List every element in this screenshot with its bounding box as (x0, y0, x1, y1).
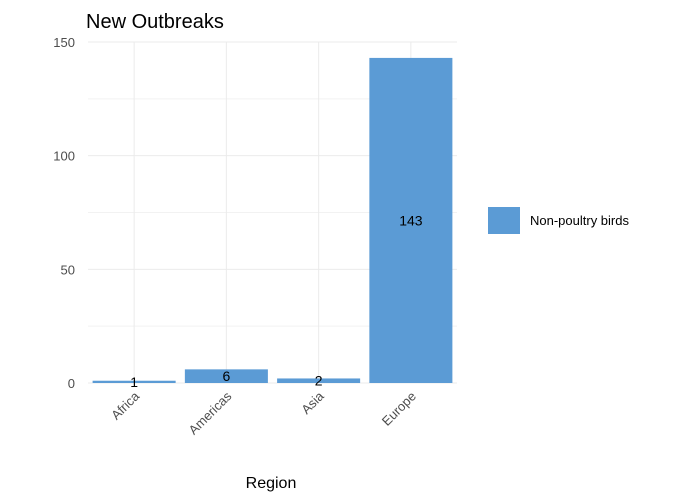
y-tick-label: 150 (53, 35, 75, 50)
x-tick-label-europe: Europe (379, 389, 419, 429)
y-tick-label: 50 (61, 262, 75, 277)
x-tick-label-americas: Americas (186, 388, 235, 437)
legend: Non-poultry birds (488, 207, 629, 234)
legend-label-non-poultry-birds: Non-poultry birds (530, 213, 629, 228)
bars (92, 57, 453, 384)
bar-asia (277, 378, 361, 383)
bar-africa (92, 380, 176, 383)
data-labels: 1 6 2 143 (130, 212, 423, 389)
data-label-americas: 6 (222, 368, 230, 384)
x-axis-title: Region (246, 475, 297, 492)
y-axis-ticks: 0 50 100 150 (53, 35, 75, 391)
bar-europe (369, 57, 453, 384)
chart-title: New Outbreaks (86, 11, 224, 33)
legend-swatch-non-poultry-birds (488, 207, 520, 234)
y-tick-label: 0 (68, 376, 75, 391)
bar-americas (184, 369, 268, 383)
x-tick-label-asia: Asia (298, 388, 327, 417)
data-label-africa: 1 (130, 374, 138, 390)
data-label-asia: 2 (315, 373, 323, 389)
x-axis-ticks: Africa Americas Asia Europe (108, 388, 419, 437)
y-tick-label: 100 (53, 149, 75, 164)
data-label-europe: 143 (399, 212, 423, 228)
x-tick-label-africa: Africa (108, 388, 143, 423)
